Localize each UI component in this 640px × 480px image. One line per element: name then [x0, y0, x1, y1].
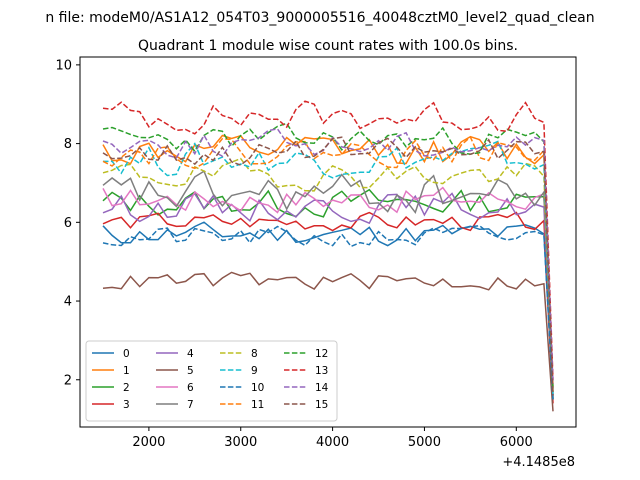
x-tick-label: 3000 — [224, 435, 257, 450]
legend-label-8: 8 — [251, 348, 258, 360]
series-line-5 — [102, 271, 554, 412]
axes-frame — [79, 56, 577, 428]
series-line-10 — [102, 224, 554, 400]
legend-label-1: 1 — [123, 365, 130, 377]
series-line-3 — [102, 211, 554, 404]
x-tick-label: 6000 — [500, 435, 533, 450]
series-line-12 — [102, 122, 554, 392]
series-line-1 — [102, 134, 554, 392]
x-tick-label: 2000 — [132, 435, 165, 450]
legend-label-9: 9 — [251, 365, 258, 377]
figure-suptitle: n file: modeM0/AS1A12_054T03_9000005516_… — [45, 10, 594, 26]
legend-box — [85, 340, 338, 422]
legend-label-5: 5 — [187, 365, 194, 377]
series-line-13 — [102, 100, 554, 380]
legend-label-12: 12 — [315, 348, 328, 360]
series-line-8 — [102, 157, 554, 392]
y-tick-label: 6 — [64, 216, 72, 231]
legend-label-10: 10 — [251, 382, 264, 394]
x-tick-label: 4000 — [316, 435, 349, 450]
series-line-11 — [102, 135, 554, 388]
y-tick-label: 4 — [64, 295, 72, 310]
legend-label-6: 6 — [187, 382, 194, 394]
legend-label-15: 15 — [315, 399, 328, 411]
y-axis: 2 4 6 8 10 — [55, 58, 80, 388]
y-tick-label: 8 — [64, 137, 72, 152]
legend-label-0: 0 — [123, 348, 130, 360]
legend-label-14: 14 — [315, 382, 329, 394]
series-line-0 — [102, 221, 554, 396]
x-tick-label: 5000 — [408, 435, 441, 450]
series-line-4 — [102, 192, 554, 388]
legend-label-4: 4 — [187, 348, 194, 360]
plot-area — [102, 100, 554, 412]
y-tick-label: 10 — [55, 58, 72, 73]
x-axis: 2000 3000 4000 5000 6000 — [132, 427, 533, 450]
x-offset-text: +4.1485e8 — [502, 455, 575, 470]
legend-label-2: 2 — [123, 382, 130, 394]
legend-label-11: 11 — [251, 399, 264, 411]
legend-label-13: 13 — [315, 365, 328, 377]
legend-label-7: 7 — [187, 399, 194, 411]
series-line-6 — [102, 186, 554, 396]
series-line-7 — [102, 170, 554, 400]
series-line-15 — [102, 136, 554, 396]
chart-title: Quadrant 1 module wise count rates with … — [138, 38, 518, 54]
legend-label-3: 3 — [123, 399, 130, 411]
y-tick-label: 2 — [64, 373, 72, 388]
